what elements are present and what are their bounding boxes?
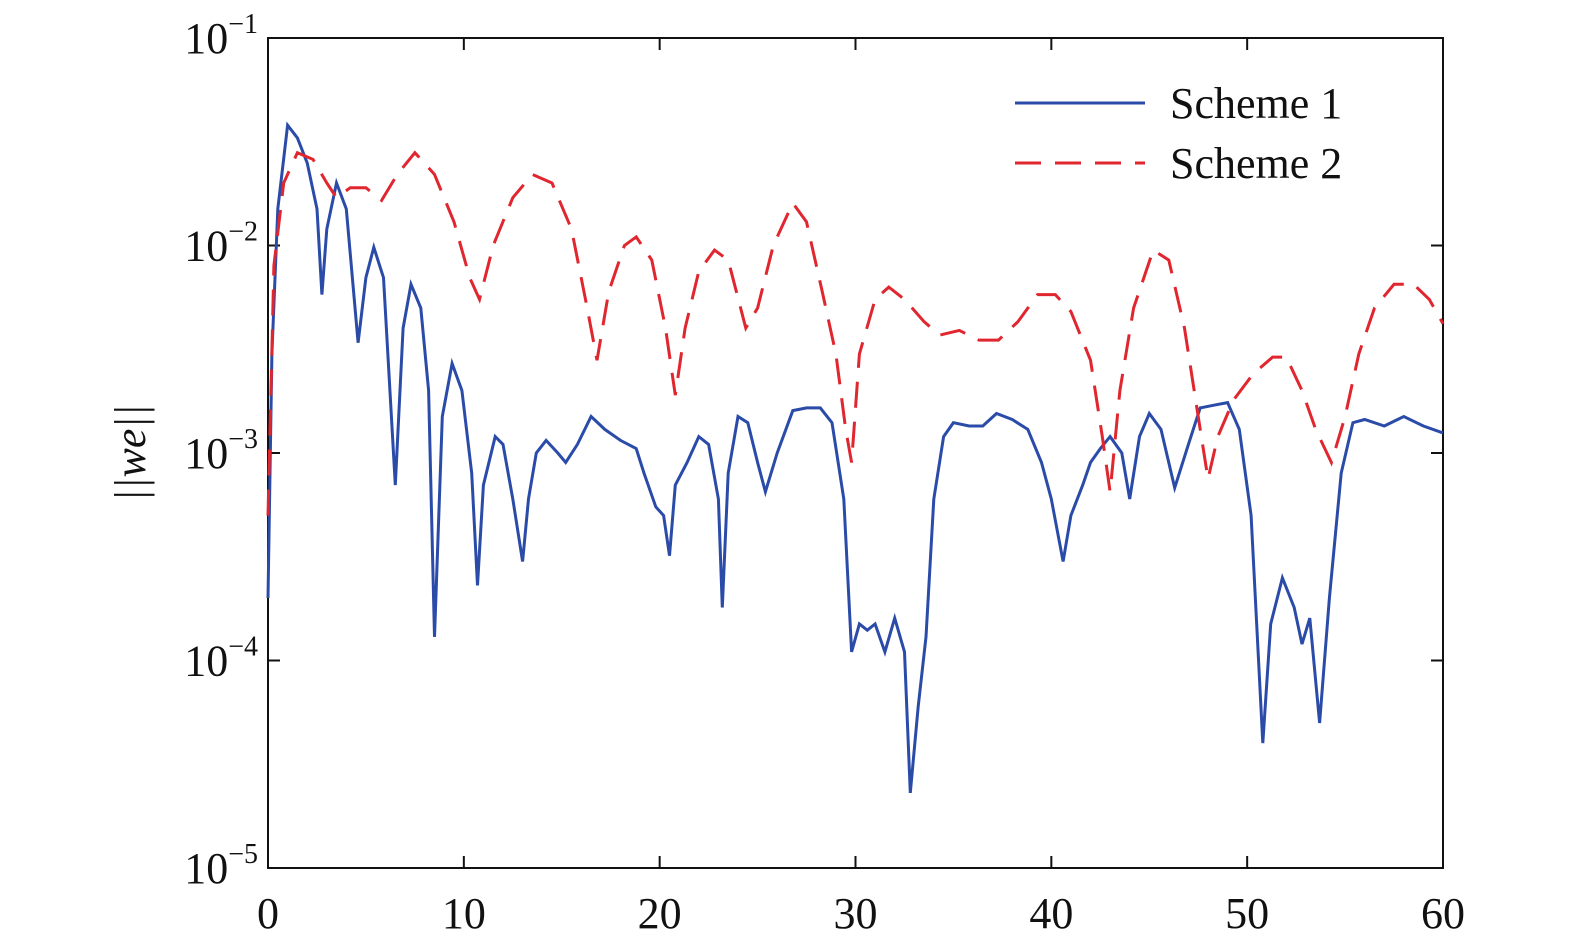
legend-label: Scheme 2 <box>1170 139 1342 188</box>
y-tick-label: 10−4 <box>184 632 258 686</box>
legend-label: Scheme 1 <box>1170 79 1342 128</box>
x-tick-label: 10 <box>442 889 486 938</box>
y-tick-label: 10−5 <box>184 839 258 893</box>
series-line <box>266 121 1444 794</box>
y-tick-label: 10−1 <box>184 9 258 63</box>
x-tick-label: 30 <box>834 889 878 938</box>
x-tick-label: 60 <box>1421 889 1465 938</box>
x-tick-label: 50 <box>1225 889 1269 938</box>
series-line <box>266 150 1445 516</box>
y-axis-label: ||we|| <box>106 404 155 501</box>
x-tick-label: 40 <box>1029 889 1073 938</box>
y-tick-label: 10−2 <box>184 217 258 271</box>
y-tick-label: 10−3 <box>184 424 258 478</box>
x-tick-label: 20 <box>638 889 682 938</box>
x-tick-label: 0 <box>257 889 279 938</box>
